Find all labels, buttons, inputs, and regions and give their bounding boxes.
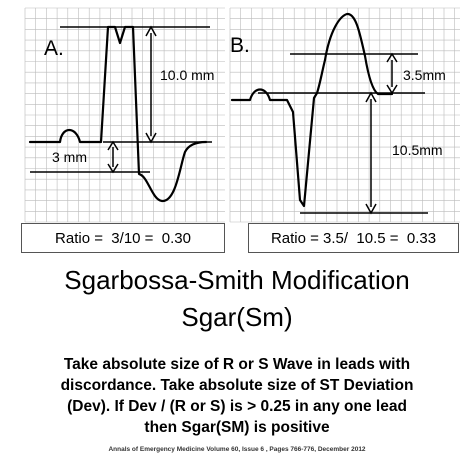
panel-b-ratio-box: Ratio = 3.5/ 10.5 = 0.33 [248, 223, 459, 253]
panel-b-s-wave-arrow-head-top [365, 91, 377, 103]
main-title: Sgarbossa-Smith Modification [64, 265, 410, 295]
panel-b-st-arrow-head-top [386, 52, 398, 63]
panel-b-grid [229, 7, 460, 223]
panel-b-s-wave-arrow-head-bottom [365, 203, 377, 215]
panel-a-ecg-trace [28, 25, 208, 203]
panel-a-st-arrow-head-top [107, 140, 119, 151]
panel-a: A. 10.0 mm 3 mm [28, 25, 214, 203]
panel-b: B. 3.5mm 10.5mm [230, 12, 446, 215]
panel-a-st-measure: 3 mm [52, 149, 87, 165]
citation: Annals of Emergency Medicine Volume 60, … [108, 446, 366, 453]
panel-a-label: A. [44, 37, 64, 60]
description-line-3: (Dev). If Dev / (R or S) is > 0.25 in an… [67, 398, 407, 415]
description-line-4: then Sgar(SM) is positive [144, 419, 330, 436]
panel-a-ratio-text: Ratio = 3/10 = 0.30 [55, 229, 191, 247]
panel-a-st-arrow-head-bottom [107, 163, 119, 174]
criteria-description: Take absolute size of R or S Wave in lea… [0, 354, 474, 438]
description-line-1: Take absolute size of R or S Wave in lea… [63, 356, 411, 373]
panel-a-r-wave-arrow-head-bottom [145, 132, 157, 144]
ecg-diagram: A. 10.0 mm 3 mm B. [24, 7, 460, 223]
panel-b-st-measure: 3.5mm [403, 67, 446, 83]
panel-a-grid [24, 7, 225, 223]
panel-a-r-wave-measure: 10.0 mm [160, 67, 214, 83]
main-subtitle: Sgar(Sm) [181, 302, 293, 332]
panel-a-r-wave-arrow-head-top [145, 25, 157, 37]
panel-b-label: B. [230, 34, 250, 57]
panel-b-ratio-text: Ratio = 3.5/ 10.5 = 0.33 [270, 229, 437, 247]
panel-b-st-arrow-head-bottom [386, 84, 398, 95]
panel-b-ecg-trace [230, 12, 394, 208]
description-line-2: discordance. Take absolute size of ST De… [60, 377, 414, 394]
panel-b-s-wave-measure: 10.5mm [392, 142, 443, 158]
panel-a-ratio-box: Ratio = 3/10 = 0.30 [21, 223, 225, 253]
